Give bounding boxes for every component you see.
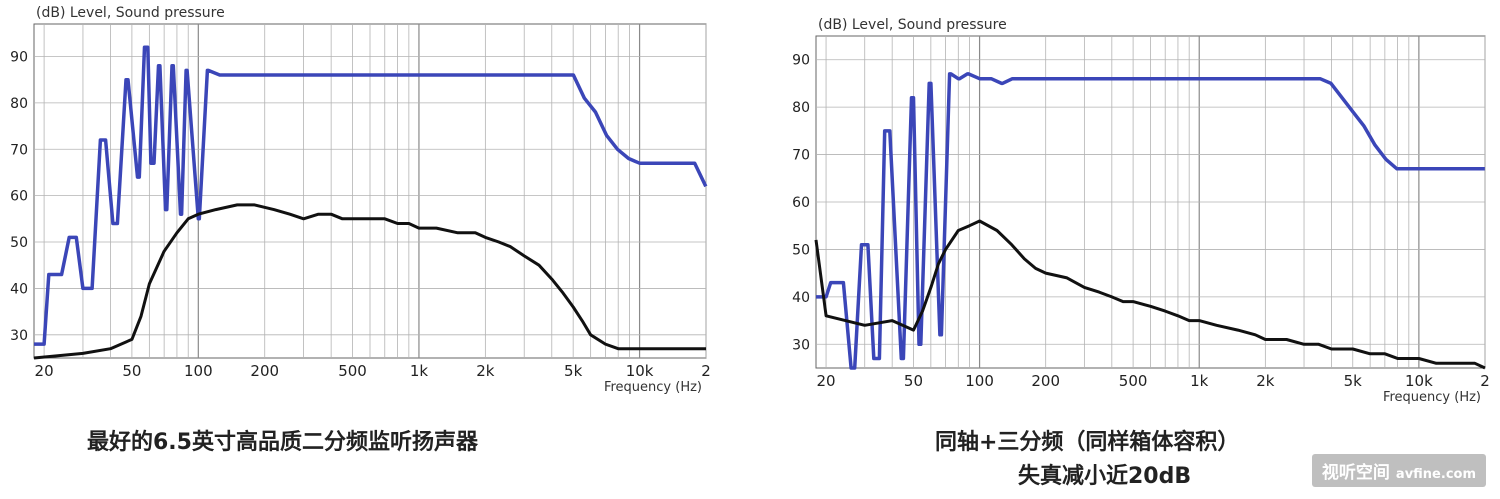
watermark-badge: 视听空间 avfine.com (1311, 454, 1486, 487)
x-tick-label: 100 (965, 372, 994, 390)
x-tick-label: 50 (904, 372, 923, 390)
chart-panel-right: 30 40 50 60 70 80 90 20 50 100 200 500 1k 2k 5k 10k 2 (dB… (750, 0, 1500, 420)
series-line-distortion (33, 203, 706, 360)
spectrum-chart-left: 30 40 50 60 70 80 90 20 50 100 200 500 1k 2k 5k 10k 2 (dB… (10, 5, 711, 395)
caption-right-line1: 同轴+三分频（同样箱体容积） (935, 430, 1240, 455)
x-tick-label: 200 (250, 362, 279, 380)
chart-title: (dB) Level, Sound pressure (36, 5, 225, 21)
watermark-domain: avfine.com (1395, 467, 1476, 482)
y-tick-label: 70 (10, 142, 28, 158)
chart-panel-left: 30 40 50 60 70 80 90 20 50 100 200 500 1k 2k 5k 10k 2 (dB… (0, 0, 750, 420)
caption-right-line2: 失真减小近20dB (1018, 464, 1192, 489)
series-line-distortion (814, 219, 1486, 370)
y-tick-label: 30 (10, 328, 28, 344)
x-tick-label: 2 (1480, 372, 1490, 390)
x-tick-label: 2 (701, 362, 711, 380)
y-tick-label: 90 (10, 49, 28, 65)
x-tick-label: 5k (1344, 372, 1363, 390)
x-tick-label: 1k (1190, 372, 1209, 390)
x-tick-label: 500 (1119, 372, 1148, 390)
series-line-tone-burst (34, 45, 708, 346)
y-tick-label: 80 (10, 96, 28, 112)
x-tick-label: 10k (1405, 372, 1433, 390)
x-tick-label: 20 (35, 362, 54, 380)
y-tick-label: 80 (792, 100, 810, 116)
x-tick-label: 5k (564, 362, 583, 380)
x-axis-label: Frequency (Hz) (1383, 390, 1481, 405)
y-tick-label: 30 (792, 337, 810, 353)
x-tick-label: 2k (1256, 372, 1275, 390)
series-line-tone-burst (816, 72, 1485, 370)
y-tick-label: 90 (792, 53, 810, 69)
chart-title: (dB) Level, Sound pressure (818, 17, 1007, 33)
x-tick-label: 100 (184, 362, 213, 380)
x-tick-label: 50 (122, 362, 141, 380)
y-tick-label: 70 (792, 148, 810, 164)
x-tick-label: 200 (1031, 372, 1060, 390)
x-tick-label: 20 (817, 372, 836, 390)
watermark-text: 视听空间 (1321, 463, 1390, 483)
caption-left: 最好的6.5英寸高品质二分频监听扬声器 (87, 430, 478, 455)
x-tick-label: 1k (410, 362, 429, 380)
spectrum-chart-right: 30 40 50 60 70 80 90 20 50 100 200 500 1k 2k 5k 10k 2 (dB… (792, 17, 1490, 405)
y-tick-label: 40 (792, 290, 810, 306)
x-tick-label: 2k (476, 362, 495, 380)
y-tick-label: 60 (10, 189, 28, 205)
y-tick-label: 50 (792, 242, 810, 258)
y-tick-label: 50 (10, 235, 28, 251)
y-tick-label: 60 (792, 195, 810, 211)
x-axis-label: Frequency (Hz) (604, 380, 702, 395)
x-tick-label: 500 (338, 362, 367, 380)
x-tick-label: 10k (626, 362, 654, 380)
y-tick-label: 40 (10, 281, 28, 297)
